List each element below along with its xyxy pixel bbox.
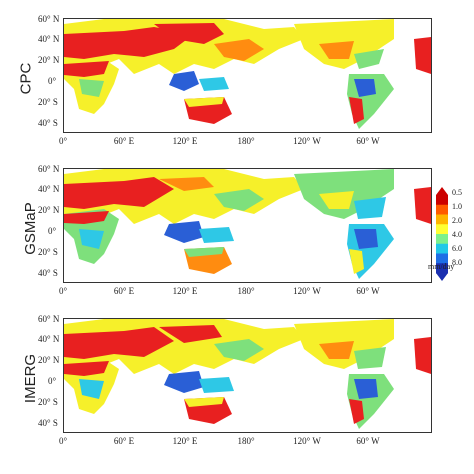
lat-tick-40n: 40° N (38, 334, 60, 344)
colorbar-segment (436, 234, 448, 245)
map-panel-cpc: CPC 60° N 40° N 20° N 0° 20° S 40° S (0, 10, 474, 150)
lon-tick-60e: 60° E (113, 136, 135, 146)
legend-tick-3: 4.0 (452, 230, 462, 239)
lat-tick-20s: 20° S (38, 97, 58, 107)
lat-tick-60n: 60° N (38, 14, 60, 24)
lon-tick-120e: 120° E (172, 286, 198, 296)
map-panel-imerg: IMERG 60° N 40° N 20° N 0° 20° S 40° S 0… (0, 310, 474, 450)
legend-tick-0: 0.5 (452, 188, 462, 197)
lat-tick-40n: 40° N (38, 34, 60, 44)
panel-label-cpc: CPC (17, 62, 35, 95)
lon-tick-120w: 120° W (293, 136, 321, 146)
lat-tick-40n: 40° N (38, 184, 60, 194)
lon-tick-120e: 120° E (172, 436, 198, 446)
lat-tick-20s: 20° S (38, 247, 58, 257)
lat-tick-60n: 60° N (38, 314, 60, 324)
lon-tick-60w: 60° W (356, 286, 380, 296)
map-frame-imerg (63, 318, 432, 433)
legend-tick-4: 6.0 (452, 244, 462, 253)
world-precip-map-cpc (64, 19, 431, 129)
lat-tick-20n: 20° N (38, 355, 60, 365)
map-frame-gsmap (63, 168, 432, 283)
panel-label-imerg: IMERG (22, 353, 40, 404)
lon-tick-120e: 120° E (172, 136, 198, 146)
lon-tick-60w: 60° W (356, 136, 380, 146)
colorbar-segment (436, 224, 448, 235)
lon-tick-180: 180° (237, 136, 255, 146)
legend-tick-1: 1.0 (452, 202, 462, 211)
lat-tick-40s: 40° S (38, 118, 58, 128)
colorbar-segment (436, 243, 448, 254)
colorbar-segment (436, 195, 448, 206)
lon-tick-120w: 120° W (293, 436, 321, 446)
lon-tick-0: 0° (58, 436, 68, 446)
legend-tick-5: 8.0 (452, 258, 462, 267)
panel-label-gsmap: GSMaP (21, 202, 39, 255)
legend-unit: mm/day (428, 262, 455, 271)
world-precip-map-gsmap (64, 169, 431, 279)
lon-tick-180: 180° (237, 436, 255, 446)
colorbar-segment (436, 204, 448, 215)
world-precip-map-imerg (64, 319, 431, 429)
map-panel-gsmap: GSMaP 60° N 40° N 20° N 0° 20° S 40° S 0… (0, 160, 474, 300)
lon-tick-120w: 120° W (293, 286, 321, 296)
colorbar-segment (436, 214, 448, 225)
lat-tick-eq: 0° (48, 226, 57, 236)
lat-tick-eq: 0° (48, 76, 57, 86)
colorbar-bottom-arrow (436, 273, 448, 281)
lat-tick-40s: 40° S (38, 418, 58, 428)
lon-tick-60w: 60° W (356, 436, 380, 446)
colorbar-segment (436, 263, 448, 274)
lon-tick-0: 0° (58, 286, 68, 296)
lon-tick-0: 0° (58, 136, 68, 146)
lon-tick-60e: 60° E (113, 436, 135, 446)
colorbar-top-arrow (436, 187, 448, 195)
colorbar-legend: 0.5 1.0 2.0 4.0 6.0 8.0 (434, 187, 474, 282)
lat-tick-20n: 20° N (38, 55, 60, 65)
map-frame-cpc (63, 18, 432, 133)
legend-tick-2: 2.0 (452, 216, 462, 225)
lon-tick-180: 180° (237, 286, 255, 296)
colorbar-segment (436, 253, 448, 264)
colorbar (436, 187, 448, 281)
lon-tick-60e: 60° E (113, 286, 135, 296)
lat-tick-20s: 20° S (38, 397, 58, 407)
lat-tick-40s: 40° S (38, 268, 58, 278)
lat-tick-20n: 20° N (38, 205, 60, 215)
lat-tick-60n: 60° N (38, 164, 60, 174)
lat-tick-eq: 0° (48, 376, 57, 386)
